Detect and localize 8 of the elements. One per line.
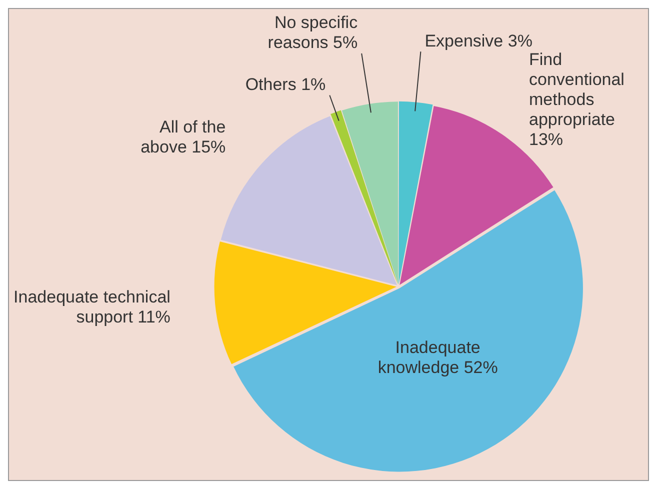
slice-label: Expensive 3% [424, 31, 532, 50]
slice-label: All of the above 15% [140, 117, 226, 156]
slice-label: Inadequate technical support 11% [14, 287, 170, 326]
slice-label: Find conventional methods appropriate [529, 50, 624, 130]
slice-label: Others 1% [245, 74, 326, 94]
slice-label: Inadequate knowledge 52% [378, 338, 498, 377]
data-label: 13% [529, 130, 564, 150]
slice-label: No specific reasons 5% [268, 13, 358, 52]
